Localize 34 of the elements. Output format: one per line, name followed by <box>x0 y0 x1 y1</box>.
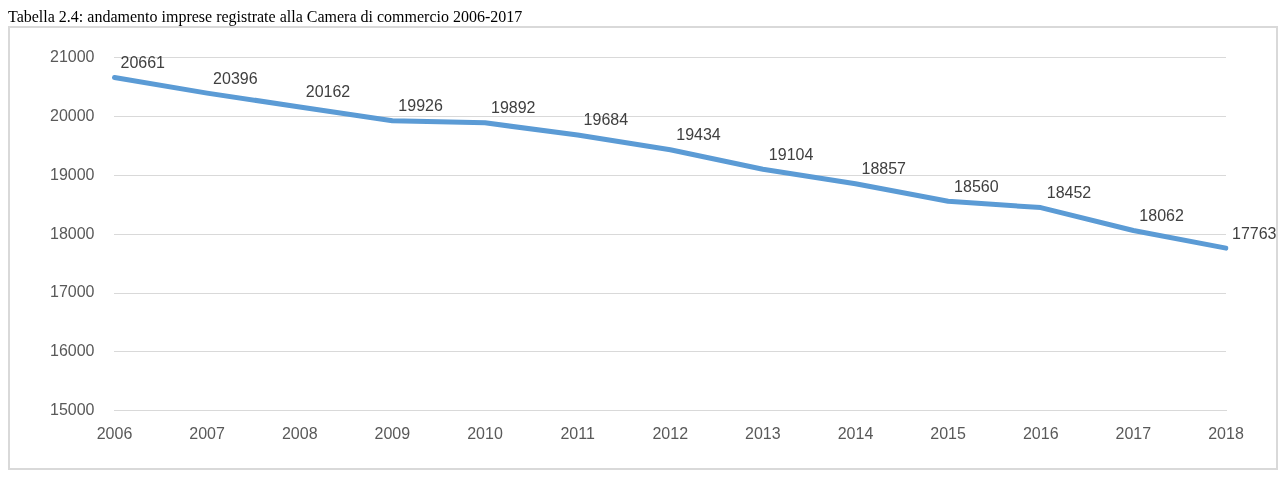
y-tick-label: 18000 <box>49 224 95 242</box>
data-label: 19104 <box>768 145 814 163</box>
data-label: 18560 <box>954 177 999 195</box>
data-label: 20661 <box>120 53 166 71</box>
x-tick-label: 2010 <box>467 424 503 442</box>
x-tick-label: 2014 <box>837 424 874 442</box>
chart-title: Tabella 2.4: andamento imprese registrate alla Camera di commercio 2006-2017 <box>8 8 524 26</box>
data-label: 19684 <box>583 111 629 129</box>
x-tick-label: 2006 <box>96 424 133 442</box>
x-tick-label: 2012 <box>652 424 689 442</box>
data-label: 19434 <box>676 126 721 144</box>
data-label: 20162 <box>305 83 351 101</box>
data-label: 18857 <box>861 160 907 178</box>
data-label: 19892 <box>490 99 536 117</box>
y-tick-label: 16000 <box>49 342 95 360</box>
x-tick-label: 2013 <box>745 424 781 442</box>
x-tick-label: 2018 <box>1208 424 1244 442</box>
x-tick-label: 2016 <box>1022 424 1059 442</box>
data-label: 18062 <box>1139 206 1184 224</box>
y-tick-label: 19000 <box>49 165 95 183</box>
data-label: 20396 <box>213 69 258 87</box>
x-tick-label: 2008 <box>281 424 318 442</box>
x-tick-label: 2011 <box>560 424 595 442</box>
y-tick-label: 17000 <box>49 283 95 301</box>
y-tick-label: 15000 <box>49 401 95 419</box>
x-tick-label: 2015 <box>930 424 967 442</box>
x-tick-label: 2007 <box>189 424 226 442</box>
x-tick-label: 2009 <box>374 424 411 442</box>
data-label: 19926 <box>398 97 443 115</box>
y-tick-label: 21000 <box>49 48 95 66</box>
x-tick-label: 2017 <box>1115 424 1152 442</box>
data-label: 17763 <box>1232 224 1277 242</box>
data-label: 18452 <box>1046 184 1092 201</box>
y-tick-label: 20000 <box>49 106 95 124</box>
